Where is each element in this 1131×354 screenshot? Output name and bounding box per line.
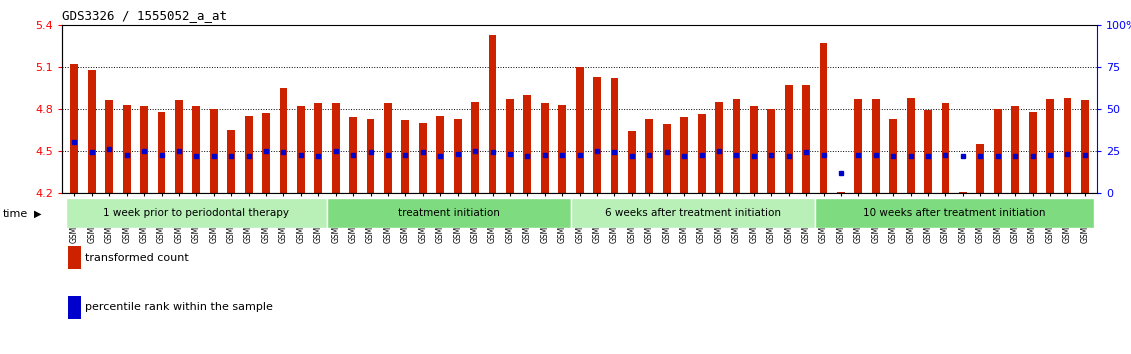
Text: ▶: ▶ <box>34 209 42 219</box>
Bar <box>157 112 165 193</box>
Bar <box>437 116 444 193</box>
Bar <box>571 198 814 228</box>
Bar <box>820 43 828 193</box>
Bar <box>279 88 287 193</box>
Bar <box>314 103 322 193</box>
Bar <box>1063 98 1071 193</box>
Bar <box>349 117 357 193</box>
Bar <box>140 106 148 193</box>
Bar <box>105 101 113 193</box>
Bar <box>454 119 461 193</box>
Bar <box>576 67 584 193</box>
Bar <box>959 192 967 193</box>
Bar <box>733 99 741 193</box>
Bar <box>227 130 235 193</box>
Text: 10 weeks after treatment initiation: 10 weeks after treatment initiation <box>863 208 1045 218</box>
Bar <box>994 109 1002 193</box>
Bar <box>889 119 897 193</box>
Bar <box>331 103 339 193</box>
Bar <box>715 102 723 193</box>
Bar <box>210 109 217 193</box>
Bar <box>663 124 671 193</box>
Text: 1 week prior to periodontal therapy: 1 week prior to periodontal therapy <box>103 208 290 218</box>
Text: GDS3326 / 1555052_a_at: GDS3326 / 1555052_a_at <box>62 9 227 22</box>
Text: treatment initiation: treatment initiation <box>398 208 500 218</box>
Bar <box>541 103 549 193</box>
Bar <box>924 110 932 193</box>
Bar <box>88 70 96 193</box>
Bar <box>123 105 130 193</box>
Bar <box>262 113 270 193</box>
Bar <box>70 64 78 193</box>
Bar <box>698 114 706 193</box>
Bar <box>767 109 775 193</box>
Bar <box>366 119 374 193</box>
Bar <box>385 103 392 193</box>
Bar <box>1029 112 1036 193</box>
Bar <box>192 106 200 193</box>
Bar <box>611 78 619 193</box>
Bar <box>175 101 183 193</box>
Text: time: time <box>2 209 27 219</box>
Bar <box>1081 101 1089 193</box>
Bar <box>472 102 480 193</box>
Bar <box>680 117 688 193</box>
Bar <box>802 85 810 193</box>
Bar <box>1046 99 1054 193</box>
Bar <box>506 99 513 193</box>
Bar <box>907 98 915 193</box>
Text: percentile rank within the sample: percentile rank within the sample <box>85 302 273 312</box>
Bar <box>418 123 426 193</box>
Bar <box>559 105 567 193</box>
Bar <box>66 198 327 228</box>
Bar <box>837 192 845 193</box>
Bar <box>327 198 571 228</box>
Bar <box>628 131 636 193</box>
Text: transformed count: transformed count <box>85 253 189 263</box>
Bar <box>297 106 305 193</box>
Bar <box>646 119 654 193</box>
Bar <box>402 120 409 193</box>
Bar <box>785 85 793 193</box>
Bar <box>942 103 949 193</box>
Bar <box>1011 106 1019 193</box>
Bar <box>244 116 252 193</box>
Bar <box>524 95 532 193</box>
Text: 6 weeks after treatment initiation: 6 weeks after treatment initiation <box>605 208 780 218</box>
Bar <box>593 76 601 193</box>
Bar <box>489 35 497 193</box>
Bar <box>814 198 1094 228</box>
Bar <box>750 106 758 193</box>
Bar <box>976 144 984 193</box>
Bar <box>872 99 880 193</box>
Bar <box>854 99 862 193</box>
